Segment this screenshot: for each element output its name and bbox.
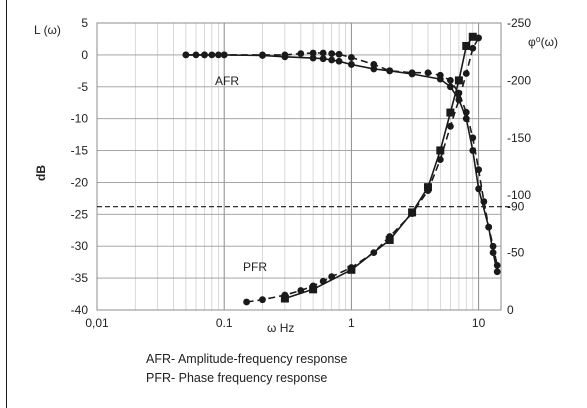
data-point-afr	[480, 198, 488, 205]
data-point-pfr	[309, 282, 317, 290]
grid-layer	[96, 22, 502, 311]
data-point-afr	[469, 134, 477, 142]
series-layer	[182, 32, 501, 306]
data-point-afr	[489, 249, 497, 256]
y-left-title: L (ω)	[34, 23, 61, 37]
data-point-afr	[493, 261, 501, 269]
data-point-pfr	[424, 187, 432, 195]
x-tick-label: 0,01	[85, 316, 109, 330]
data-point-afr	[309, 49, 317, 57]
data-point-afr	[348, 54, 355, 61]
y-left-tick-label: 0	[81, 48, 88, 62]
data-point-pfr	[259, 296, 266, 304]
data-point-afr	[462, 108, 470, 116]
data-point-afr	[182, 51, 190, 59]
data-point-pfr	[386, 233, 394, 240]
data-point-pfr	[423, 183, 432, 192]
data-point-pfr	[385, 235, 394, 244]
data-point-afr	[370, 61, 378, 68]
y-left-tick-label: -20	[71, 175, 89, 189]
y-left-tick-label: -5	[77, 80, 88, 94]
data-point-pfr	[280, 294, 289, 303]
data-point-afr	[201, 51, 208, 59]
plot-frame	[96, 22, 502, 311]
data-point-afr	[489, 242, 497, 250]
y-left-tick-label: -30	[71, 239, 89, 253]
annotation-afr: AFR	[215, 74, 239, 88]
y-left-tick-label: 5	[81, 16, 88, 30]
data-point-afr	[386, 67, 394, 75]
y-right-tick-label: -50	[507, 246, 525, 260]
data-point-pfr	[328, 273, 336, 281]
data-point-pfr	[436, 146, 445, 155]
data-point-afr	[328, 50, 336, 58]
data-point-afr	[446, 77, 454, 84]
data-point-pfr	[309, 285, 318, 294]
data-point-pfr	[297, 287, 305, 294]
legend-line-afr: AFR- Amplitude-frequency response	[146, 352, 348, 366]
y-left-tick-label: -10	[71, 112, 89, 126]
data-point-afr	[335, 50, 343, 58]
y-right-tick-label: -90	[507, 200, 525, 214]
data-point-pfr	[446, 122, 454, 130]
data-point-afr	[259, 51, 266, 59]
x-axis-label: ω Hz	[267, 321, 294, 335]
data-point-pfr	[436, 156, 444, 164]
x-tick-label: 1	[348, 316, 355, 330]
data-point-pfr	[319, 277, 327, 285]
data-point-afr	[475, 185, 483, 193]
data-point-pfr	[462, 70, 470, 77]
data-point-afr	[424, 69, 432, 77]
data-point-afr	[335, 57, 343, 65]
data-point-afr	[220, 51, 228, 59]
data-point-afr	[408, 69, 416, 77]
data-point-pfr	[454, 76, 463, 85]
y-right-tick-label: -150	[507, 131, 531, 145]
data-point-afr	[297, 50, 305, 58]
x-tick-label: 0.1	[216, 316, 233, 330]
data-point-afr	[348, 61, 355, 68]
data-point-afr	[281, 51, 289, 59]
data-point-pfr	[475, 34, 483, 42]
y-right-tick-label: -100	[507, 188, 531, 202]
data-point-afr	[319, 55, 327, 63]
y-right-tick-label: -200	[507, 73, 531, 87]
chart-svg: L (ω) φ⁰(ω) dB ω Hz AFR PFR 5 0 -5 -10 -15 -2…	[34, 16, 558, 335]
data-point-pfr	[446, 108, 455, 117]
data-point-pfr	[469, 44, 477, 52]
series-line-pfr-dashed	[246, 37, 480, 303]
annotation-pfr: PFR	[243, 260, 267, 274]
data-point-afr	[493, 268, 501, 276]
data-point-afr	[192, 51, 200, 59]
data-point-afr	[436, 71, 444, 79]
data-point-afr	[309, 54, 317, 62]
data-point-pfr	[370, 249, 378, 256]
label-layer: L (ω) φ⁰(ω) dB ω Hz AFR PFR 5 0 -5 -10 -15 -2…	[34, 16, 558, 335]
y-left-tick-label: -25	[71, 207, 89, 221]
data-point-afr	[214, 51, 222, 59]
data-point-pfr	[243, 298, 250, 306]
data-point-pfr	[462, 41, 471, 50]
y-right-tick-label: 0	[507, 303, 514, 317]
data-point-pfr	[455, 96, 463, 104]
data-point-afr	[485, 223, 493, 231]
y-right-title: φ⁰(ω)	[528, 35, 558, 49]
figure-left-border	[6, 0, 7, 408]
y-left-tick-label: -35	[71, 271, 89, 285]
y-left-axis-label: dB	[34, 165, 48, 181]
data-point-pfr	[348, 264, 355, 271]
data-point-afr	[475, 166, 483, 174]
data-point-afr	[328, 56, 336, 64]
data-point-pfr	[408, 210, 416, 217]
y-left-tick-label: -40	[71, 303, 89, 317]
legend-line-pfr: PFR- Phase frequency response	[146, 371, 328, 385]
data-point-pfr	[468, 32, 477, 41]
data-point-afr	[446, 83, 454, 91]
data-point-afr	[319, 49, 327, 57]
y-right-tick-label: -250	[507, 16, 531, 30]
x-tick-label: 10	[472, 316, 486, 330]
y-left-tick-label: -15	[71, 144, 89, 158]
data-point-pfr	[281, 291, 289, 299]
